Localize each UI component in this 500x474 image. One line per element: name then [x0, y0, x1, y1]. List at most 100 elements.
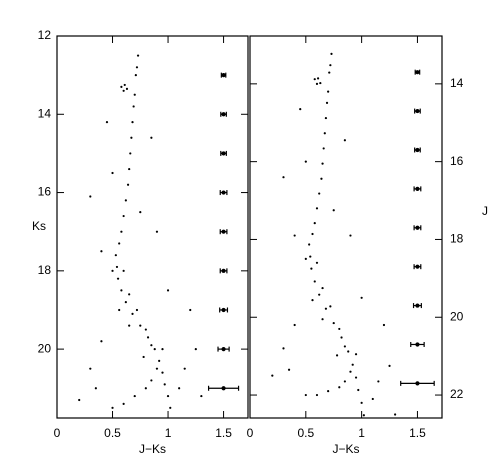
star — [128, 167, 131, 171]
star — [360, 401, 363, 404]
star — [329, 64, 332, 67]
star — [328, 71, 331, 74]
star — [388, 364, 391, 367]
star — [89, 367, 92, 370]
star — [131, 312, 134, 315]
star — [155, 230, 159, 233]
error-bar-center — [221, 307, 226, 313]
error-bar-center — [415, 264, 420, 269]
star — [351, 363, 354, 366]
star — [166, 394, 170, 398]
star — [134, 74, 137, 77]
star — [161, 371, 164, 374]
star — [324, 307, 328, 310]
star — [327, 390, 330, 393]
error-bar — [400, 380, 435, 386]
star — [189, 308, 192, 312]
star — [200, 394, 203, 398]
error-bar-center — [415, 381, 420, 386]
star — [282, 176, 285, 179]
star — [309, 255, 312, 258]
star — [349, 234, 352, 237]
star — [135, 308, 139, 312]
star — [293, 234, 296, 237]
star — [122, 269, 125, 272]
star — [304, 257, 307, 260]
error-bar — [219, 190, 228, 196]
star — [315, 393, 319, 397]
error-bar-center — [221, 151, 226, 156]
error-bar — [207, 385, 240, 391]
star — [313, 280, 316, 283]
star — [394, 413, 397, 416]
star — [166, 289, 170, 292]
error-bar — [412, 303, 422, 309]
y-tick-label: 20 — [38, 341, 52, 355]
star — [123, 83, 126, 87]
star — [382, 323, 386, 327]
star — [293, 323, 296, 327]
star — [163, 383, 166, 386]
star — [323, 132, 326, 135]
star — [78, 398, 81, 402]
star — [158, 359, 161, 362]
star — [318, 293, 321, 296]
star — [324, 116, 328, 120]
star — [313, 222, 316, 225]
star — [321, 162, 324, 165]
star — [135, 66, 139, 69]
star — [133, 93, 136, 96]
error-bar-center — [415, 70, 420, 75]
star — [316, 77, 320, 80]
error-bar — [413, 264, 422, 270]
x-tick-label: 0.5 — [104, 426, 121, 440]
x-tick-label: 1.5 — [215, 426, 232, 440]
star — [329, 305, 332, 308]
star — [120, 85, 123, 88]
error-bar-center — [221, 386, 226, 391]
star — [310, 267, 313, 270]
star — [128, 324, 131, 327]
error-bar — [413, 225, 422, 231]
error-bar — [219, 307, 229, 313]
star — [131, 121, 134, 124]
y-tick-label: 16 — [450, 154, 464, 168]
x-tick-label: 0 — [247, 426, 254, 440]
star — [150, 379, 153, 382]
star — [332, 321, 335, 325]
star — [124, 301, 127, 304]
error-bar-center — [221, 73, 226, 78]
star — [118, 242, 121, 245]
star — [354, 376, 358, 379]
error-bar — [413, 186, 422, 192]
y-tick-label: 18 — [38, 263, 52, 277]
star — [360, 296, 363, 299]
star — [287, 368, 291, 371]
star — [311, 232, 314, 236]
star — [125, 87, 129, 90]
error-bar — [220, 111, 227, 117]
star — [122, 89, 125, 92]
error-bar-center — [415, 186, 420, 191]
star — [321, 318, 324, 321]
y-tick-label: 14 — [38, 106, 52, 120]
star — [183, 367, 186, 370]
star — [153, 348, 156, 351]
star — [338, 386, 341, 389]
star — [332, 209, 335, 212]
y-axis-label: Ks — [32, 219, 46, 233]
star — [340, 336, 343, 339]
star — [377, 380, 380, 383]
star — [115, 265, 119, 269]
star — [120, 289, 123, 292]
error-bar — [219, 268, 228, 274]
star — [122, 214, 125, 218]
star — [320, 177, 323, 180]
star — [315, 207, 319, 210]
star — [169, 406, 172, 409]
star — [150, 344, 153, 347]
star — [335, 354, 339, 357]
star — [343, 345, 346, 348]
star — [100, 250, 103, 253]
star — [118, 308, 121, 312]
